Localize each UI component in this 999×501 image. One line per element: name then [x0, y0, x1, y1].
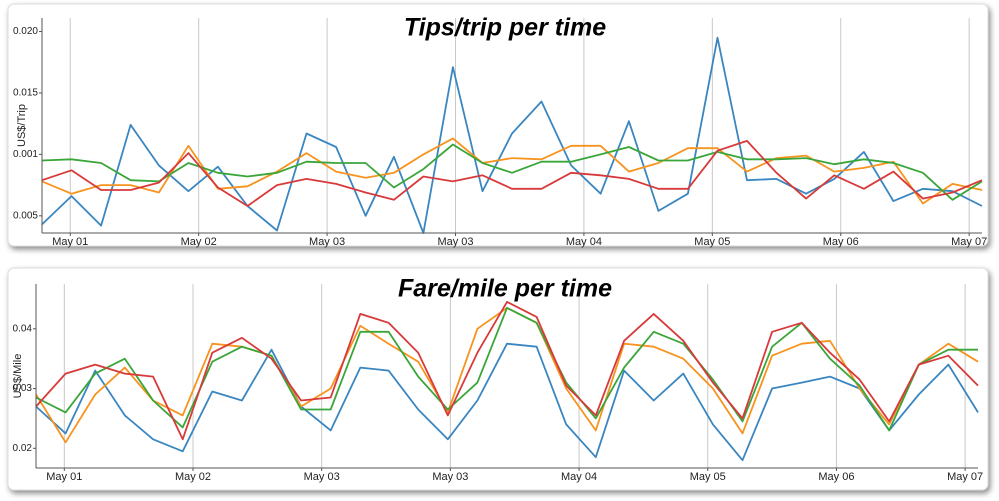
chart-title: Fare/mile per time: [398, 275, 612, 303]
series-line: [41, 140, 983, 207]
y-tick-label: 0.020: [13, 26, 38, 37]
series-line: [41, 143, 983, 201]
y-axis-label: US$/Trip: [16, 104, 28, 147]
x-tick-label: May 04: [561, 471, 597, 483]
x-tick-label: May 03: [432, 471, 468, 483]
x-tick-label: May 05: [690, 471, 726, 483]
chart: May 01 May 02 May 03 May 03 May 04 May 05 May …: [12, 275, 983, 483]
x-tick-label: May 01: [46, 471, 82, 483]
x-tick-label: May 02: [181, 236, 217, 248]
chart-title: Tips/trip per time: [404, 14, 606, 42]
y-tick-label: 0.02: [13, 443, 33, 454]
x-tick-label: May 06: [823, 236, 859, 248]
y-tick-label: 0.001: [13, 149, 38, 160]
x-tick-label: May 06: [818, 471, 854, 483]
x-tick-label: May 02: [175, 471, 211, 483]
x-tick-label: May 03: [309, 236, 345, 248]
x-tick-label: May 07: [947, 471, 983, 483]
x-tick-label: May 07: [951, 236, 987, 248]
y-tick-label: 0.005: [13, 210, 38, 221]
series-line: [41, 137, 983, 205]
series-line: [35, 307, 978, 432]
x-tick-label: May 04: [566, 236, 602, 248]
y-tick-label: 0.03: [13, 383, 33, 394]
chart-panel: [7, 3, 989, 247]
y-axis-label: US$/Mile: [12, 354, 24, 399]
x-tick-label: May 03: [437, 236, 473, 248]
y-tick-label: 0.015: [13, 88, 38, 99]
series-line: [35, 301, 979, 441]
chart-panel: [7, 267, 989, 491]
chart: May 01 May 02 May 03 May 03 May 04 May 05 May …: [13, 14, 987, 248]
y-tick-label: 0.04: [13, 323, 33, 334]
x-tick-label: May 01: [52, 236, 88, 248]
x-tick-label: May 05: [694, 236, 730, 248]
x-tick-label: May 03: [304, 471, 340, 483]
series-line: [35, 342, 979, 462]
